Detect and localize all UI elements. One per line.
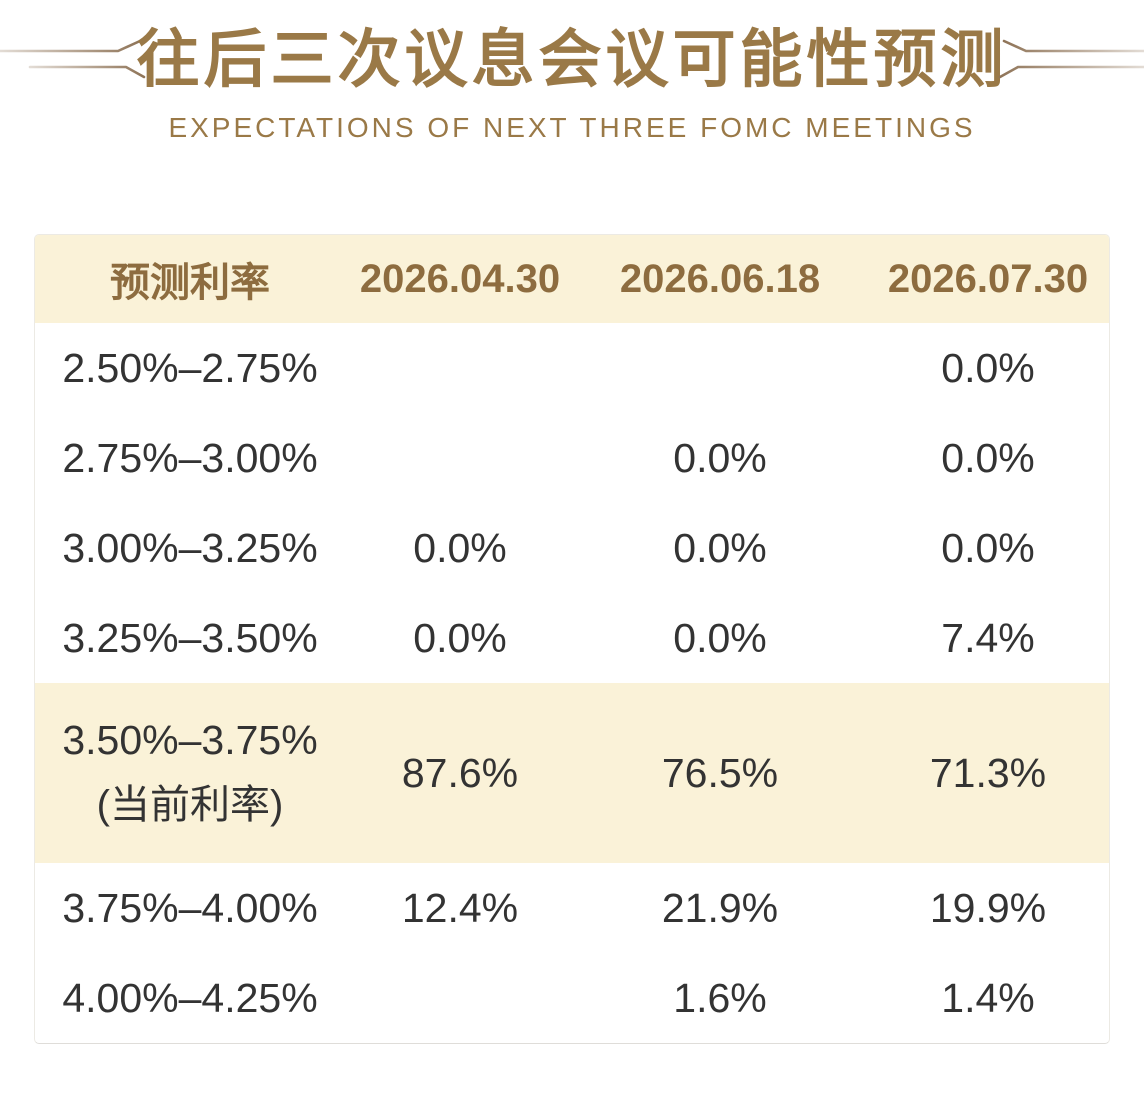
current-rate-sublabel: (当前利率) — [96, 782, 284, 827]
fomc-expectations-infographic: 往后三次议息会议可能性预测 EXPECTATIONS OF NEXT THREE… — [0, 24, 1144, 1112]
probability-cell: 1.6% — [673, 974, 767, 1021]
page-title: 往后三次议息会议可能性预测 — [136, 25, 1008, 95]
probability-cell: 71.3% — [929, 749, 1047, 796]
title-row: 往后三次议息会议可能性预测 — [0, 24, 1144, 96]
probability-cell: 87.6% — [401, 749, 519, 796]
table-row: 2.75%–3.00% 0.0% 0.0% — [35, 413, 1109, 503]
rate-range-label: 3.25%–3.50% — [62, 614, 318, 661]
probability-cell: 0.0% — [941, 344, 1035, 391]
rate-range-label: 4.00%–4.25% — [62, 974, 318, 1021]
page-subtitle: EXPECTATIONS OF NEXT THREE FOMC MEETINGS — [168, 112, 976, 143]
table-row: 2.50%–2.75% 0.0% — [35, 323, 1109, 413]
probability-cell: 0.0% — [941, 434, 1035, 481]
probability-cell: 76.5% — [661, 749, 779, 796]
rate-range-label: 3.75%–4.00% — [62, 884, 318, 931]
rate-range-label: 2.50%–2.75% — [62, 344, 318, 391]
table-row: 3.75%–4.00% 12.4% 21.9% 19.9% — [35, 863, 1109, 953]
probability-cell: 1.4% — [941, 974, 1035, 1021]
rate-range-label: 3.50%–3.75% (当前利率) — [35, 717, 345, 830]
title-flourish-left-icon — [0, 39, 146, 79]
table-header-row: 预测利率 2026.04.30 2026.06.18 2026.07.30 — [35, 235, 1109, 323]
rate-range-label: 3.00%–3.25% — [62, 524, 318, 571]
fomc-probability-table: 预测利率 2026.04.30 2026.06.18 2026.07.30 2.… — [34, 234, 1110, 1044]
probability-cell: 0.0% — [413, 614, 507, 661]
table-row: 4.00%–4.25% 1.6% 1.4% — [35, 953, 1109, 1043]
column-header-meeting-1: 2026.04.30 — [359, 256, 561, 301]
table-row: 3.25%–3.50% 0.0% 0.0% 7.4% — [35, 593, 1109, 683]
probability-cell: 0.0% — [413, 524, 507, 571]
rate-range-text: 3.50%–3.75% — [62, 716, 318, 763]
rate-range-label: 2.75%–3.00% — [62, 434, 318, 481]
probability-cell: 19.9% — [929, 884, 1047, 931]
probability-cell: 7.4% — [941, 614, 1035, 661]
title-flourish-right-icon — [998, 39, 1144, 79]
probability-cell: 0.0% — [673, 524, 767, 571]
table-row-current-rate: 3.50%–3.75% (当前利率) 87.6% 76.5% 71.3% — [35, 683, 1109, 863]
column-header-meeting-3: 2026.07.30 — [887, 256, 1089, 301]
column-header-meeting-2: 2026.06.18 — [619, 256, 821, 301]
table-row: 3.00%–3.25% 0.0% 0.0% 0.0% — [35, 503, 1109, 593]
column-header-rate: 预测利率 — [110, 261, 270, 305]
probability-cell: 0.0% — [673, 434, 767, 481]
probability-cell: 21.9% — [661, 884, 779, 931]
probability-cell: 0.0% — [673, 614, 767, 661]
probability-cell: 0.0% — [941, 524, 1035, 571]
probability-cell: 12.4% — [401, 884, 519, 931]
